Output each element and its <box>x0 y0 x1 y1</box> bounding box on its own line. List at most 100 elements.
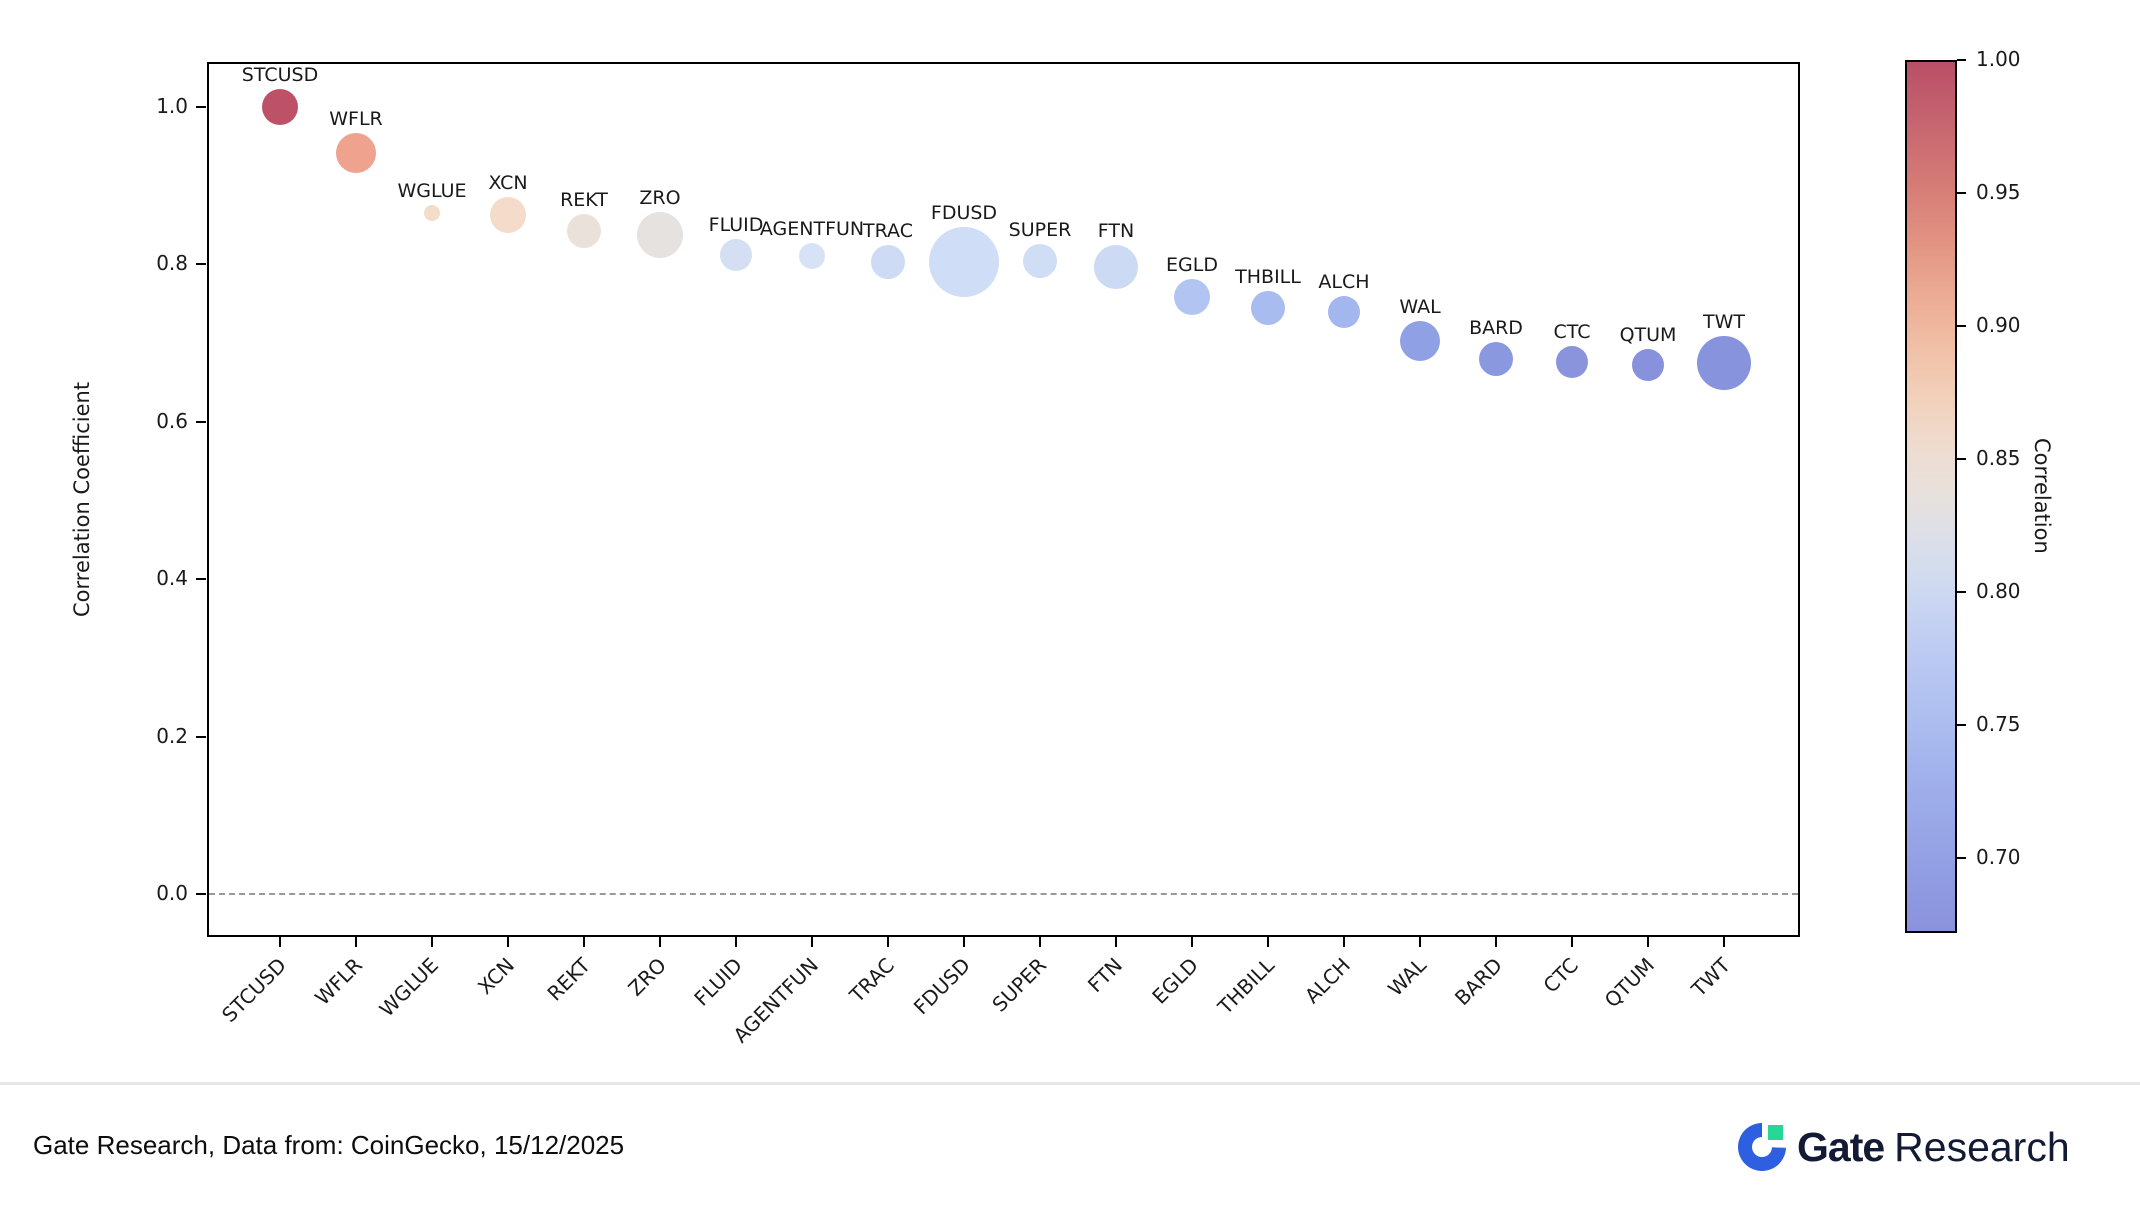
y-tick-label: 0.2 <box>156 723 188 748</box>
y-tick-mark <box>196 893 206 895</box>
x-category-label-FLUID: FLUID <box>689 953 747 1011</box>
footer-divider <box>0 1082 2140 1085</box>
point-label-FLUID: FLUID <box>708 213 764 236</box>
bubble-WGLUE <box>424 205 440 222</box>
x-tick-mark <box>1343 937 1345 947</box>
point-label-STCUSD: STCUSD <box>241 64 319 86</box>
x-category-label-WGLUE: WGLUE <box>374 953 443 1022</box>
x-tick-mark <box>507 937 509 947</box>
x-category-label-AGENTFUN: AGENTFUN <box>728 953 823 1048</box>
point-label-SUPER: SUPER <box>1008 219 1072 242</box>
bubble-FDUSD <box>929 227 999 298</box>
x-category-label-XCN: XCN <box>472 953 519 1000</box>
y-tick-mark <box>196 263 206 266</box>
point-label-TRAC: TRAC <box>863 220 913 243</box>
x-tick-mark <box>963 937 965 947</box>
x-category-label-FTN: FTN <box>1082 953 1127 998</box>
point-label-FDUSD: FDUSD <box>930 202 998 225</box>
bubble-REKT <box>567 213 601 248</box>
y-axis-title: Correlation Coefficient <box>70 381 94 617</box>
x-category-label-SUPER: SUPER <box>987 953 1051 1017</box>
colorbar-tick-label: 0.85 <box>1976 446 2021 471</box>
x-tick-mark <box>1115 937 1117 947</box>
logo-suffix-text: Research <box>1894 1123 2070 1170</box>
bubble-SUPER <box>1023 244 1057 279</box>
bubble-ZRO <box>637 212 683 259</box>
x-category-label-THBILL: THBILL <box>1213 953 1279 1019</box>
point-label-REKT: REKT <box>560 188 608 211</box>
x-tick-mark <box>659 937 661 947</box>
bubble-STCUSD <box>262 89 298 125</box>
y-tick-label: 0.4 <box>156 566 188 591</box>
colorbar <box>1905 60 1957 933</box>
colorbar-tick-mark <box>1957 192 1966 195</box>
bubble-TRAC <box>871 245 905 280</box>
gate-research-logo: Gate Research <box>1738 1122 2070 1172</box>
x-category-label-EGLD: EGLD <box>1147 953 1203 1009</box>
point-label-AGENTFUN: AGENTFUN <box>759 217 865 240</box>
y-tick-mark <box>196 578 206 581</box>
x-tick-mark <box>1495 937 1497 947</box>
colorbar-tick-label: 0.80 <box>1976 579 2021 604</box>
colorbar-tick-mark <box>1957 325 1966 328</box>
source-attribution: Gate Research, Data from: CoinGecko, 15/… <box>33 1130 625 1160</box>
y-tick-label: 0.0 <box>156 881 188 905</box>
colorbar-tick-label: 0.95 <box>1976 180 2021 205</box>
colorbar-tick-mark <box>1957 724 1966 727</box>
point-label-WAL: WAL <box>1399 295 1441 318</box>
point-label-TWT: TWT <box>1703 310 1745 333</box>
point-label-ALCH: ALCH <box>1318 271 1370 294</box>
colorbar-title: Correlation <box>2030 438 2054 554</box>
colorbar-tick-mark <box>1957 458 1966 461</box>
x-tick-mark <box>811 937 813 947</box>
x-tick-mark <box>1039 937 1041 947</box>
x-tick-mark <box>1267 937 1269 947</box>
x-category-label-WFLR: WFLR <box>310 953 367 1010</box>
colorbar-tick-label: 0.70 <box>1976 845 2021 870</box>
x-tick-mark <box>1723 937 1725 947</box>
x-tick-mark <box>583 937 585 947</box>
x-tick-mark <box>431 937 433 947</box>
bubble-BARD <box>1479 341 1513 376</box>
point-label-WGLUE: WGLUE <box>397 180 467 203</box>
y-tick-mark <box>196 735 206 738</box>
bubble-FLUID <box>720 238 752 271</box>
colorbar-tick-mark <box>1957 591 1966 594</box>
x-category-label-QTUM: QTUM <box>1599 953 1659 1013</box>
point-label-QTUM: QTUM <box>1619 324 1677 347</box>
x-category-label-ALCH: ALCH <box>1299 953 1355 1009</box>
x-category-label-TWT: TWT <box>1686 953 1735 1002</box>
x-category-label-REKT: REKT <box>542 953 595 1006</box>
y-tick-mark <box>196 106 206 108</box>
point-label-FTN: FTN <box>1097 219 1135 242</box>
point-label-THBILL: THBILL <box>1235 266 1301 289</box>
x-tick-mark <box>887 937 889 947</box>
x-tick-mark <box>1419 937 1421 947</box>
zero-dashed-line <box>209 893 1798 895</box>
bubble-WAL <box>1400 320 1440 361</box>
bubble-CTC <box>1556 345 1588 378</box>
x-tick-mark <box>1647 937 1649 947</box>
x-category-label-TRAC: TRAC <box>844 953 899 1008</box>
colorbar-tick-label: 1.00 <box>1976 47 2021 71</box>
x-category-label-CTC: CTC <box>1538 953 1583 998</box>
point-label-ZRO: ZRO <box>639 187 681 210</box>
point-label-XCN: XCN <box>488 171 528 194</box>
x-tick-mark <box>355 937 357 947</box>
bubble-WFLR <box>336 133 376 174</box>
x-tick-mark <box>1191 937 1193 947</box>
point-label-BARD: BARD <box>1469 316 1523 339</box>
x-category-label-FDUSD: FDUSD <box>908 953 975 1020</box>
bubble-ALCH <box>1328 296 1360 329</box>
colorbar-tick-label: 0.90 <box>1976 313 2021 338</box>
bubble-EGLD <box>1174 279 1210 316</box>
point-label-WFLR: WFLR <box>329 108 383 131</box>
x-category-label-ZRO: ZRO <box>623 953 671 1001</box>
bubble-FTN <box>1094 244 1138 289</box>
point-label-EGLD: EGLD <box>1166 254 1218 277</box>
gate-logo-icon <box>1738 1123 1786 1171</box>
bubble-TWT <box>1697 335 1751 390</box>
bubble-QTUM <box>1632 349 1664 382</box>
colorbar-tick-mark <box>1957 857 1966 860</box>
